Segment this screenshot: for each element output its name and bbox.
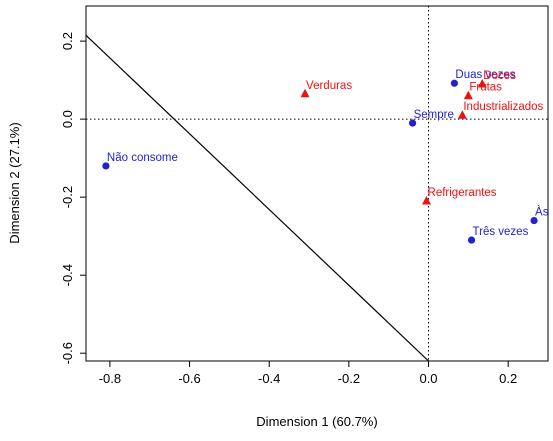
- point-label: Não consome: [107, 152, 178, 164]
- point-marker: [477, 79, 487, 88]
- x-tick-label: 0.2: [499, 371, 517, 386]
- point-marker: [457, 110, 467, 119]
- point-marker: [102, 162, 110, 170]
- y-tick-label: -0.6: [60, 342, 75, 364]
- point-marker: [422, 196, 432, 205]
- point-label: Às: [535, 206, 549, 219]
- point-marker: [408, 119, 417, 127]
- point-label: Sempre: [414, 109, 454, 121]
- y-tick-label: -0.2: [60, 186, 75, 208]
- point-marker: [467, 236, 476, 244]
- point-label: Verduras: [306, 80, 352, 92]
- y-axis-title: Dimension 2 (27.1%): [7, 122, 22, 243]
- data-points: Não consome Sempre Duas vezes Três vezes Às V…: [102, 69, 549, 244]
- x-tick-label: -0.2: [338, 371, 360, 386]
- x-tick-label: 0.0: [419, 371, 437, 386]
- point-label: Três vezes: [473, 226, 529, 238]
- point-label: Duas vezes: [455, 69, 515, 81]
- point-label: Refrigerantes: [428, 187, 497, 199]
- y-tick-label: 0.2: [60, 32, 75, 50]
- x-tick-label: -0.4: [258, 371, 280, 386]
- plot-frame: [85, 5, 549, 362]
- point-marker: [450, 79, 459, 87]
- x-axis: -0.8 -0.6 -0.4 -0.2 0.0 0.2: [99, 361, 517, 386]
- trend-line: [86, 34, 429, 361]
- point-label: Doces: [483, 70, 516, 82]
- y-axis: -0.6 -0.4 -0.2 0.0 0.2: [60, 32, 86, 364]
- x-tick-label: -0.6: [178, 371, 200, 386]
- point-label: Frutas: [469, 82, 502, 94]
- point-marker: [463, 90, 473, 100]
- y-tick-label: 0.0: [60, 110, 75, 128]
- x-tick-label: -0.8: [99, 371, 121, 386]
- y-tick-label: -0.4: [60, 264, 75, 286]
- point-marker: [300, 88, 310, 98]
- point-marker: [530, 216, 538, 225]
- point-label: Industrializados: [463, 101, 543, 113]
- x-axis-title: Dimension 1 (60.7%): [256, 414, 377, 429]
